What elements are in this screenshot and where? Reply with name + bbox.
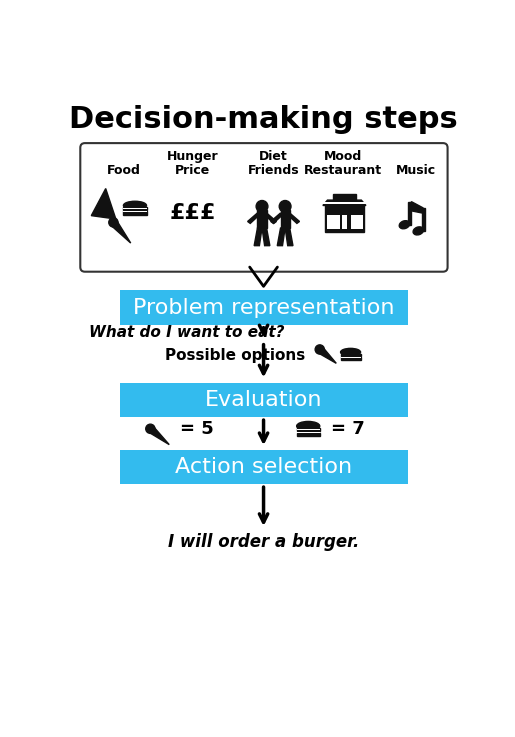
Polygon shape [254, 228, 262, 245]
Bar [342, 214, 347, 228]
Text: Music: Music [396, 164, 436, 178]
Ellipse shape [413, 227, 423, 235]
Circle shape [279, 200, 291, 212]
Bar [340, 357, 360, 358]
Polygon shape [285, 228, 293, 245]
Polygon shape [148, 426, 169, 444]
FancyBboxPatch shape [119, 290, 408, 325]
Polygon shape [91, 189, 116, 219]
Bar [340, 357, 360, 360]
Text: Evaluation: Evaluation [205, 390, 323, 410]
Text: What do I want to eat?: What do I want to eat? [89, 325, 284, 340]
Bar [258, 210, 267, 228]
Text: Friends: Friends [248, 164, 299, 178]
Polygon shape [248, 213, 259, 223]
Text: Diet: Diet [259, 150, 288, 164]
Bar [333, 194, 356, 200]
Text: Restaurant: Restaurant [304, 164, 382, 178]
Bar [422, 208, 425, 231]
Bar [351, 214, 363, 228]
Polygon shape [411, 202, 423, 213]
Polygon shape [271, 213, 282, 223]
Text: Price: Price [175, 164, 210, 178]
Bar [325, 206, 364, 232]
Bar [328, 214, 340, 228]
Text: = 5: = 5 [180, 420, 213, 438]
Text: Mood: Mood [324, 150, 362, 164]
Ellipse shape [124, 201, 146, 210]
Bar [297, 432, 320, 433]
Bar [297, 428, 320, 431]
Bar [297, 429, 320, 430]
Polygon shape [265, 213, 277, 223]
FancyBboxPatch shape [119, 383, 408, 417]
Ellipse shape [340, 349, 360, 356]
FancyBboxPatch shape [80, 143, 448, 272]
Bar [323, 202, 366, 204]
Text: Action selection: Action selection [176, 457, 352, 477]
Bar [124, 212, 146, 214]
Text: Problem representation: Problem representation [133, 298, 394, 318]
Bar [124, 211, 146, 212]
Bar [124, 208, 146, 209]
Polygon shape [288, 213, 300, 223]
Text: = 7: = 7 [331, 420, 365, 438]
Text: Decision-making steps: Decision-making steps [69, 105, 458, 134]
Bar [124, 207, 146, 210]
Text: I will order a burger.: I will order a burger. [168, 533, 359, 551]
Polygon shape [317, 346, 336, 363]
Bar [281, 210, 290, 228]
Circle shape [109, 218, 118, 227]
Circle shape [256, 200, 268, 212]
Bar [340, 354, 360, 355]
Polygon shape [323, 200, 366, 206]
Text: Hunger: Hunger [167, 150, 218, 164]
Text: Possible options: Possible options [165, 348, 305, 363]
Text: £££: £££ [169, 203, 216, 223]
Ellipse shape [399, 220, 410, 228]
Circle shape [315, 345, 324, 354]
Text: Food: Food [107, 164, 141, 178]
Bar [297, 433, 320, 436]
Bar [408, 202, 411, 225]
Polygon shape [262, 228, 270, 245]
Ellipse shape [297, 422, 320, 430]
Polygon shape [110, 220, 131, 243]
Bar [340, 354, 360, 356]
FancyBboxPatch shape [119, 450, 408, 484]
Polygon shape [277, 228, 285, 245]
Circle shape [146, 425, 155, 433]
